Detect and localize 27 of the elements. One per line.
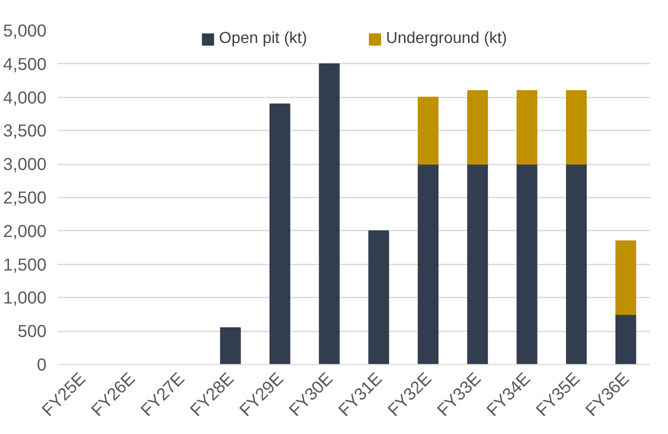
bar — [467, 164, 488, 364]
bar — [418, 164, 439, 364]
y-tick-label: 3,500 — [3, 120, 47, 141]
legend-label: Underground (kt) — [386, 30, 507, 48]
bar — [516, 90, 538, 165]
bar — [615, 314, 636, 364]
bar — [516, 164, 538, 364]
legend-label: Open pit (kt) — [219, 30, 308, 48]
y-tick-label: 3,000 — [3, 154, 47, 174]
y-tick-label: 1,000 — [3, 288, 47, 308]
bar — [368, 230, 390, 364]
bar — [467, 90, 488, 165]
bar — [418, 96, 439, 165]
y-tick-label: 4,500 — [3, 54, 47, 74]
bar — [220, 327, 241, 364]
y-tick-label: 5,000 — [3, 20, 47, 40]
y-tick-label: 2,500 — [3, 188, 47, 208]
bar — [615, 240, 636, 315]
y-tick-label: 4,000 — [3, 87, 47, 108]
y-tick-label: 0 — [36, 354, 47, 374]
y-tick-label: 2,000 — [3, 220, 47, 241]
bar — [566, 164, 587, 364]
bar — [318, 63, 340, 364]
bar — [566, 90, 587, 165]
y-tick-label: 1,500 — [3, 254, 47, 274]
bar — [269, 103, 290, 364]
y-tick-label: 500 — [18, 321, 47, 342]
